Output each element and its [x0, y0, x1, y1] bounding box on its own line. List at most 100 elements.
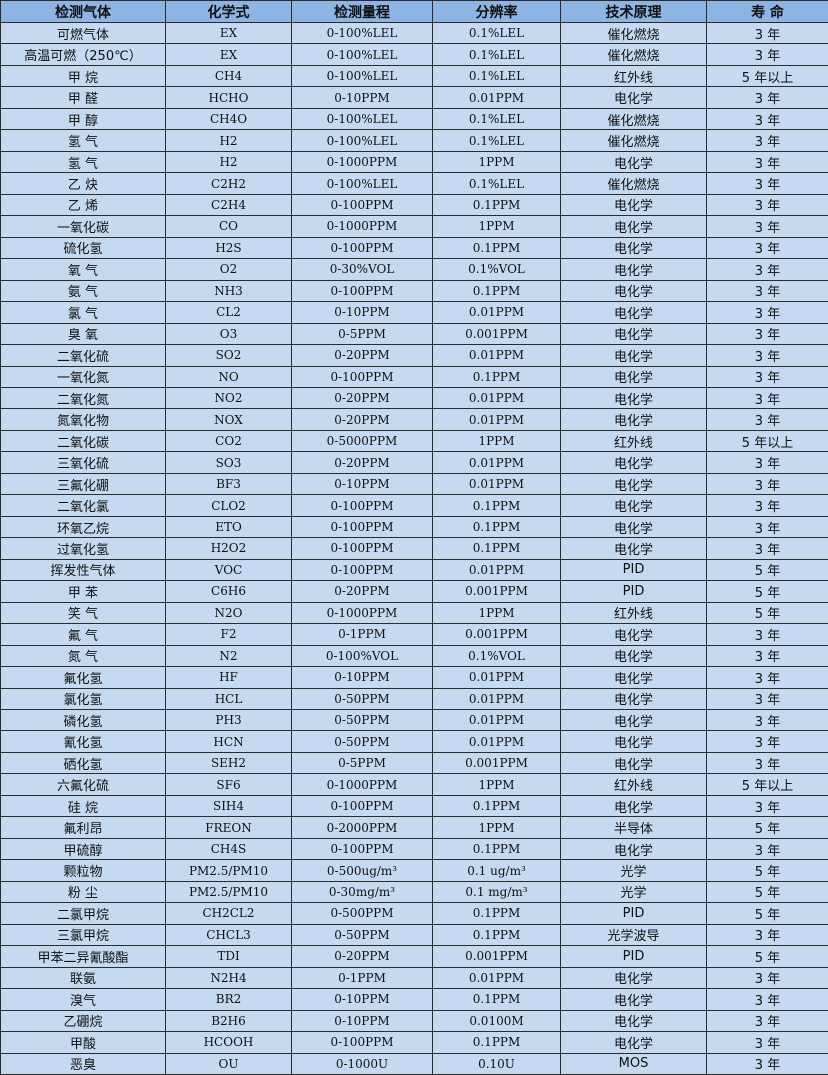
range-cell: 0-1000PPM [292, 216, 433, 237]
lifespan-cell: 3 年 [707, 387, 828, 408]
principle-cell: 电化学 [561, 387, 707, 408]
gas-name-cell: 环氧乙烷 [1, 516, 166, 537]
formula-cell: C2H4 [166, 194, 292, 215]
formula-cell: PH3 [166, 710, 292, 731]
gas-name-cell: 甲 醇 [1, 108, 166, 129]
resolution-cell: 0.01PPM [433, 302, 561, 323]
lifespan-cell: 3 年 [707, 151, 828, 172]
formula-cell: HCHO [166, 87, 292, 108]
gas-name-cell: 粉 尘 [1, 881, 166, 902]
resolution-cell: 0.0100M [433, 1010, 561, 1031]
formula-cell: HF [166, 667, 292, 688]
resolution-cell: 0.001PPM [433, 624, 561, 645]
formula-cell: H2 [166, 130, 292, 151]
range-cell: 0-50PPM [292, 924, 433, 945]
formula-cell: H2S [166, 237, 292, 258]
gas-name-cell: 一氧化氮 [1, 366, 166, 387]
principle-cell: 电化学 [561, 495, 707, 516]
lifespan-cell: 5 年 [707, 860, 828, 881]
lifespan-cell: 3 年 [707, 624, 828, 645]
formula-cell: PM2.5/PM10 [166, 860, 292, 881]
formula-cell: SO2 [166, 345, 292, 366]
formula-cell: CL2 [166, 302, 292, 323]
formula-cell: SF6 [166, 774, 292, 795]
resolution-cell: 0.1PPM [433, 1032, 561, 1053]
gas-name-cell: 氟 气 [1, 624, 166, 645]
range-cell: 0-5000PPM [292, 430, 433, 451]
principle-cell: 电化学 [561, 452, 707, 473]
formula-cell: HCN [166, 731, 292, 752]
lifespan-cell: 3 年 [707, 130, 828, 151]
formula-cell: HCL [166, 688, 292, 709]
resolution-cell: 0.1PPM [433, 194, 561, 215]
lifespan-cell: 5 年 [707, 817, 828, 838]
lifespan-cell: 3 年 [707, 345, 828, 366]
range-cell: 0-100PPM [292, 838, 433, 859]
principle-cell: 电化学 [561, 989, 707, 1010]
range-cell: 0-100%LEL [292, 23, 433, 44]
header-range: 检测量程 [292, 1, 433, 23]
principle-cell: 电化学 [561, 752, 707, 773]
resolution-cell: 0.01PPM [433, 473, 561, 494]
gas-name-cell: 颗粒物 [1, 860, 166, 881]
principle-cell: 催化燃烧 [561, 108, 707, 129]
resolution-cell: 1PPM [433, 774, 561, 795]
range-cell: 0-20PPM [292, 409, 433, 430]
lifespan-cell: 3 年 [707, 731, 828, 752]
lifespan-cell: 3 年 [707, 194, 828, 215]
lifespan-cell: 3 年 [707, 495, 828, 516]
gas-name-cell: 乙硼烷 [1, 1010, 166, 1031]
principle-cell: 半导体 [561, 817, 707, 838]
lifespan-cell: 3 年 [707, 1010, 828, 1031]
gas-name-cell: 六氟化硫 [1, 774, 166, 795]
formula-cell: CH4S [166, 838, 292, 859]
gas-name-cell: 氮 气 [1, 645, 166, 666]
range-cell: 0-100%LEL [292, 65, 433, 86]
lifespan-cell: 3 年 [707, 710, 828, 731]
range-cell: 0-10PPM [292, 87, 433, 108]
gas-name-cell: 氰化氢 [1, 731, 166, 752]
gas-name-cell: 溴气 [1, 989, 166, 1010]
range-cell: 0-100PPM [292, 516, 433, 537]
principle-cell: 电化学 [561, 87, 707, 108]
formula-cell: B2H6 [166, 1010, 292, 1031]
formula-cell: PM2.5/PM10 [166, 881, 292, 902]
formula-cell: F2 [166, 624, 292, 645]
range-cell: 0-10PPM [292, 667, 433, 688]
lifespan-cell: 3 年 [707, 1053, 828, 1074]
gas-name-cell: 可燃气体 [1, 23, 166, 44]
range-cell: 0-1PPM [292, 967, 433, 988]
gas-name-cell: 二氧化碳 [1, 430, 166, 451]
resolution-cell: 0.01PPM [433, 87, 561, 108]
lifespan-cell: 5 年以上 [707, 774, 828, 795]
principle-cell: 电化学 [561, 688, 707, 709]
range-cell: 0-100%VOL [292, 645, 433, 666]
lifespan-cell: 3 年 [707, 688, 828, 709]
formula-cell: H2 [166, 151, 292, 172]
formula-cell: NO [166, 366, 292, 387]
formula-cell: SIH4 [166, 795, 292, 816]
range-cell: 0-1000PPM [292, 151, 433, 172]
formula-cell: NH3 [166, 280, 292, 301]
formula-cell: EX [166, 44, 292, 65]
gas-name-cell: 三氯甲烷 [1, 924, 166, 945]
resolution-cell: 0.01PPM [433, 409, 561, 430]
formula-cell: N2H4 [166, 967, 292, 988]
range-cell: 0-100PPM [292, 795, 433, 816]
formula-cell: BR2 [166, 989, 292, 1010]
formula-cell: C2H2 [166, 173, 292, 194]
formula-cell: SO3 [166, 452, 292, 473]
gas-name-cell: 甲 烷 [1, 65, 166, 86]
